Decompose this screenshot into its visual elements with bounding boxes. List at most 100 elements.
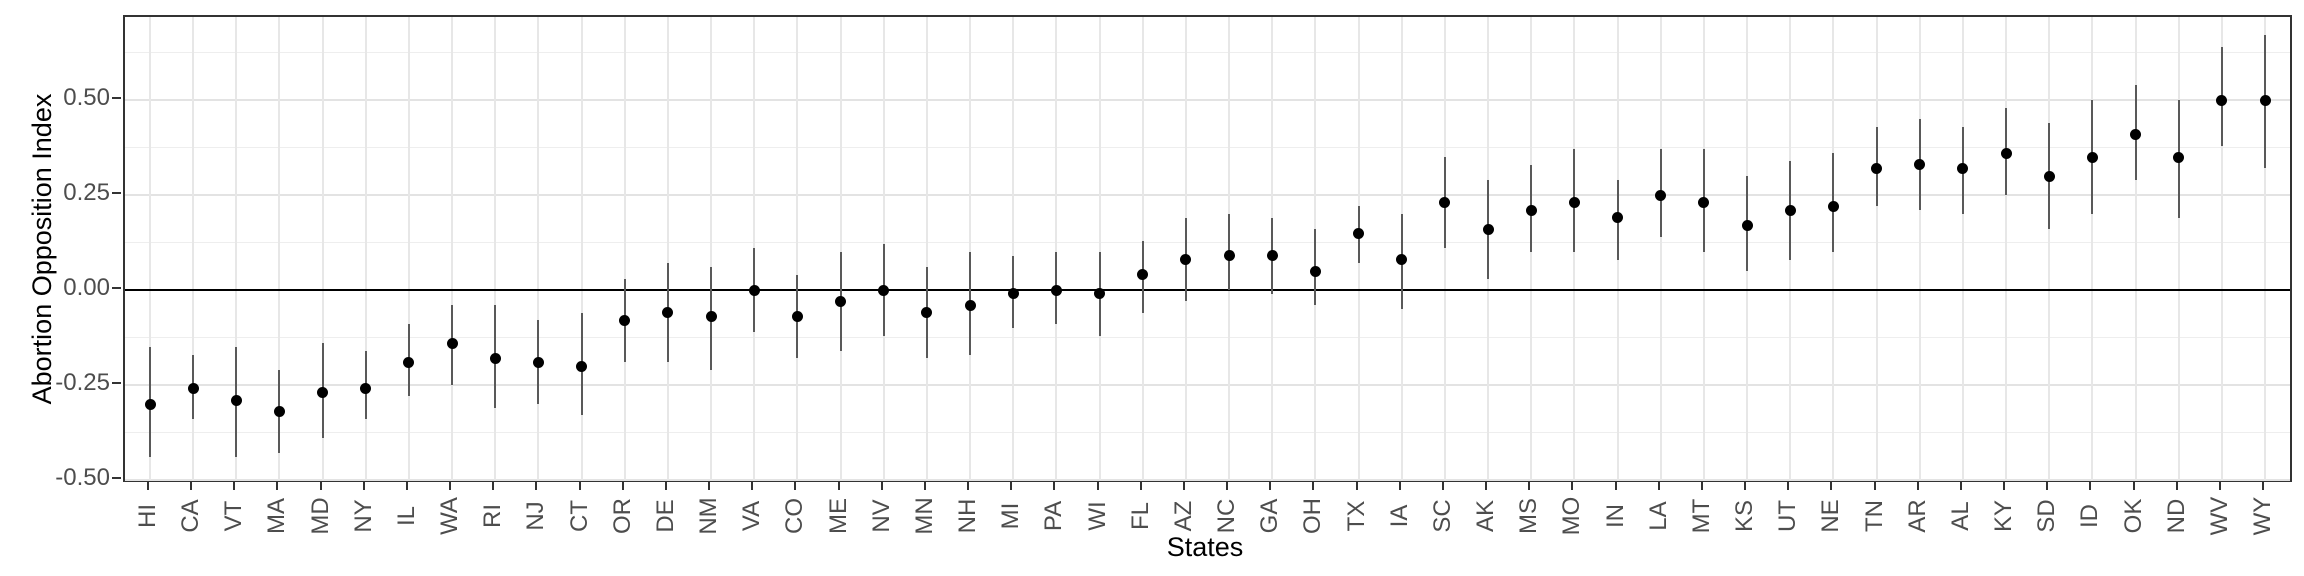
state-gridline (1012, 17, 1015, 480)
x-tick-label: VA (738, 500, 766, 532)
x-tick-mark (1053, 482, 1056, 490)
y-tick-mark (112, 97, 121, 99)
data-point (273, 406, 285, 418)
x-tick-label: IL (392, 506, 420, 527)
plot-panel (123, 15, 2292, 482)
y-tick-label: 0.00 (63, 274, 110, 301)
x-tick-mark (2089, 482, 2092, 490)
x-tick-mark (276, 482, 279, 490)
data-point (532, 356, 544, 368)
state-gridline (839, 17, 842, 480)
x-tick-mark (233, 482, 236, 490)
state-gridline (451, 17, 454, 480)
data-point (878, 284, 890, 296)
data-point (791, 311, 803, 323)
state-gridline (2264, 17, 2266, 480)
data-point (921, 307, 933, 319)
state-gridline (1961, 17, 1964, 480)
state-gridline (1443, 17, 1446, 480)
state-gridline (1098, 17, 1101, 480)
y-tick-mark (112, 382, 121, 384)
y-tick-label: -0.50 (55, 464, 110, 491)
data-point (1482, 223, 1494, 235)
state-gridline (2048, 17, 2051, 480)
data-point (1396, 254, 1408, 266)
data-point (662, 307, 674, 319)
state-gridline (321, 17, 324, 480)
x-tick-label: ND (2162, 498, 2190, 534)
state-gridline (2134, 17, 2137, 480)
data-point (2259, 94, 2271, 106)
state-gridline (364, 17, 367, 480)
y-tick-label: 0.25 (63, 179, 110, 206)
state-gridline (666, 17, 669, 480)
x-tick-mark (2132, 482, 2135, 490)
x-tick-label: MT (1687, 498, 1715, 534)
data-point (403, 356, 415, 368)
x-tick-mark (449, 482, 452, 490)
data-point (1180, 254, 1192, 266)
x-tick-mark (2262, 482, 2264, 490)
x-tick-label: UT (1774, 500, 1802, 532)
data-point (2173, 151, 2185, 163)
x-tick-mark (1787, 482, 1790, 490)
x-tick-mark (1959, 482, 1962, 490)
state-gridline (537, 17, 540, 480)
data-point (1007, 288, 1019, 300)
y-tick-label: 0.50 (63, 84, 110, 111)
x-tick-label: NM (695, 497, 723, 535)
data-point (1914, 159, 1926, 171)
x-tick-label: NE (1817, 499, 1845, 533)
x-tick-mark (1269, 482, 1272, 490)
x-tick-label: CO (781, 498, 809, 534)
state-gridline (149, 17, 151, 480)
x-tick-label: AR (1903, 499, 1931, 533)
x-tick-mark (751, 482, 754, 490)
x-tick-label: NJ (522, 501, 550, 531)
major-gridline (125, 194, 2290, 196)
x-tick-label: TN (1860, 500, 1888, 532)
state-gridline (2005, 17, 2008, 480)
state-gridline (1659, 17, 1662, 480)
x-tick-mark (1528, 482, 1531, 490)
data-point (1871, 162, 1883, 174)
data-point (317, 387, 329, 399)
data-point (489, 352, 501, 364)
y-tick-mark (112, 287, 121, 289)
x-tick-mark (492, 482, 495, 490)
data-point (2043, 170, 2055, 182)
x-tick-label: MD (306, 497, 334, 535)
state-gridline (796, 17, 799, 480)
data-point (1309, 265, 1321, 277)
data-point (1525, 204, 1537, 216)
data-point (2000, 147, 2012, 159)
x-tick-mark (2175, 482, 2178, 490)
x-tick-label: VT (220, 500, 248, 532)
x-tick-label: WY (2249, 496, 2276, 536)
data-point (1784, 204, 1796, 216)
x-tick-label: OK (2119, 498, 2147, 534)
x-tick-label: AL (1946, 501, 1974, 531)
x-tick-label: HI (134, 504, 161, 528)
major-gridline (125, 99, 2290, 101)
x-tick-mark (1657, 482, 1660, 490)
x-tick-label: LA (1644, 501, 1672, 531)
x-tick-label: MS (1515, 498, 1543, 534)
minor-gridline (125, 242, 2290, 243)
x-tick-label: SD (2033, 499, 2061, 533)
data-point (1050, 284, 1062, 296)
zero-reference-line (125, 289, 2290, 291)
x-tick-mark (1744, 482, 1747, 490)
x-tick-label: WV (2205, 496, 2233, 536)
x-tick-mark (1485, 482, 1488, 490)
data-point (2216, 94, 2228, 106)
data-point (1957, 162, 1969, 174)
x-tick-mark (1226, 482, 1229, 490)
x-tick-mark (190, 482, 193, 490)
data-point (1353, 227, 1365, 239)
x-tick-label: NV (867, 499, 895, 533)
y-axis-title: Abortion Opposition Index (27, 93, 57, 405)
x-tick-mark (2218, 482, 2221, 490)
x-tick-mark (1873, 482, 1876, 490)
x-tick-mark (2046, 482, 2049, 490)
